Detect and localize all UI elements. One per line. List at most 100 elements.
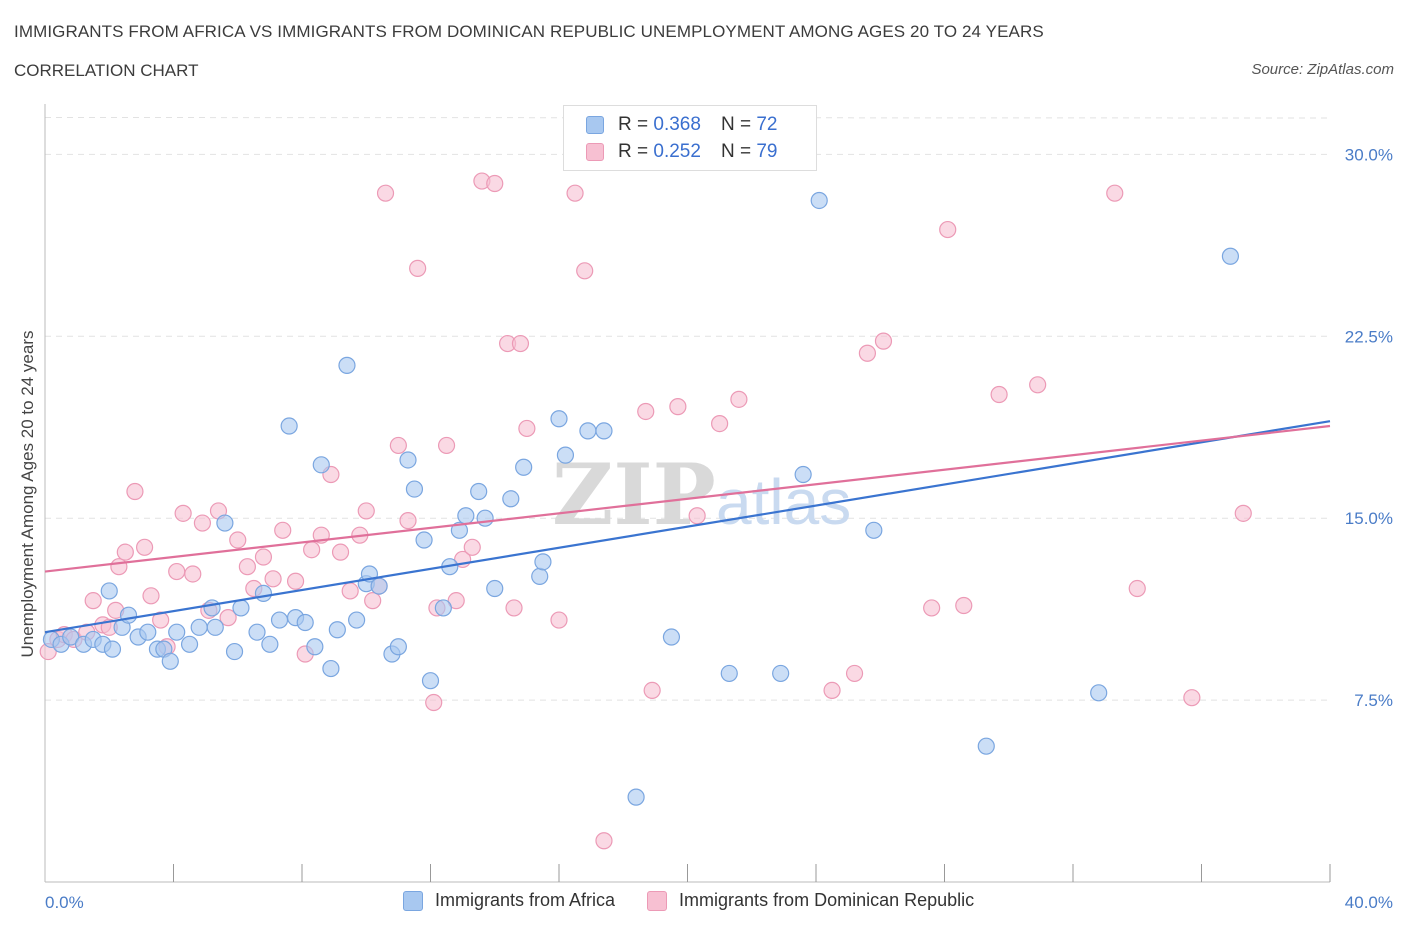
point-africa bbox=[627, 788, 645, 806]
point-dominican bbox=[219, 609, 237, 627]
legend-n-value-africa: 72 bbox=[756, 114, 778, 135]
point-africa bbox=[296, 613, 314, 632]
legend-r-label: R = bbox=[618, 141, 649, 162]
legend-swatch-dominican bbox=[586, 143, 604, 161]
point-dominican bbox=[595, 832, 613, 850]
point-africa bbox=[280, 417, 298, 435]
point-africa bbox=[405, 480, 424, 498]
point-dominican bbox=[1128, 579, 1146, 598]
point-africa bbox=[720, 664, 738, 683]
trend-line-africa bbox=[44, 420, 1331, 634]
point-dominican bbox=[229, 531, 247, 549]
y-tick-label: 15.0% bbox=[1345, 509, 1393, 528]
watermark-zip: ZIP bbox=[552, 445, 716, 544]
point-africa bbox=[322, 659, 340, 678]
legend-marker-dominican bbox=[647, 890, 668, 911]
point-africa bbox=[450, 521, 469, 539]
point-africa bbox=[225, 642, 244, 661]
point-dominican bbox=[486, 174, 504, 193]
point-dominican bbox=[303, 541, 321, 559]
point-africa bbox=[550, 410, 568, 428]
legend-row-africa: R = 0.368 N = 72 bbox=[586, 113, 777, 137]
legend-label-dominican: Immigrants from Dominican Republic bbox=[679, 890, 975, 910]
point-africa bbox=[190, 618, 208, 636]
point-africa bbox=[270, 611, 289, 629]
y-tick-label: 7.5% bbox=[1354, 691, 1393, 710]
point-dominican bbox=[274, 521, 292, 539]
point-africa bbox=[1090, 684, 1108, 702]
point-dominican bbox=[264, 570, 282, 588]
point-dominican bbox=[389, 436, 407, 455]
point-africa bbox=[476, 509, 494, 527]
point-africa bbox=[161, 652, 179, 670]
x-tick-label: 40.0% bbox=[1345, 893, 1393, 912]
point-africa bbox=[531, 567, 549, 586]
y-tick-label: 22.5% bbox=[1345, 327, 1393, 346]
point-dominican bbox=[135, 538, 154, 556]
point-dominican bbox=[550, 611, 568, 629]
point-africa bbox=[772, 664, 790, 683]
point-dominican bbox=[193, 514, 212, 532]
legend-item-dominican[interactable]: Immigrants from Dominican Republic bbox=[647, 890, 974, 911]
point-africa bbox=[421, 672, 440, 690]
point-dominican bbox=[823, 681, 841, 699]
legend-r-label: R = bbox=[618, 114, 649, 135]
point-africa bbox=[579, 422, 597, 440]
trend-line-dominican bbox=[44, 424, 1331, 573]
y-tick-labels: 7.5% 15.0% 22.5% 30.0% bbox=[1345, 145, 1393, 710]
point-africa bbox=[254, 584, 273, 602]
point-africa bbox=[338, 356, 356, 374]
legend-n-label: N = bbox=[720, 141, 752, 162]
point-africa bbox=[100, 582, 118, 600]
series-africa-points bbox=[42, 191, 1240, 806]
point-dominican bbox=[331, 543, 350, 561]
point-africa bbox=[180, 635, 199, 653]
point-dominican bbox=[711, 415, 729, 433]
chart-title: IMMIGRANTS FROM AFRICA VS IMMIGRANTS FRO… bbox=[14, 22, 1044, 41]
point-dominican bbox=[286, 572, 305, 590]
y-tick-label: 30.0% bbox=[1345, 145, 1393, 164]
point-dominican bbox=[357, 502, 375, 520]
point-dominican bbox=[669, 398, 687, 416]
point-dominican bbox=[1234, 504, 1252, 522]
point-africa bbox=[502, 490, 520, 508]
point-africa bbox=[515, 458, 533, 476]
legend-label-africa: Immigrants from Africa bbox=[435, 890, 616, 910]
point-dominican bbox=[238, 558, 256, 576]
point-africa bbox=[216, 514, 234, 532]
legend-marker-africa bbox=[403, 890, 423, 911]
point-africa bbox=[810, 191, 828, 210]
series-legend: Immigrants from Africa Immigrants from D… bbox=[403, 890, 1006, 911]
y-axis-label: Unemployment Among Ages 20 to 24 years bbox=[18, 331, 37, 658]
point-dominican bbox=[923, 599, 941, 617]
legend-item-africa[interactable]: Immigrants from Africa bbox=[403, 890, 615, 911]
point-africa bbox=[232, 599, 250, 617]
point-dominican bbox=[858, 344, 877, 362]
watermark: ZIP atlas bbox=[552, 445, 851, 544]
point-dominican bbox=[152, 611, 170, 629]
point-africa bbox=[328, 621, 346, 639]
point-africa bbox=[470, 482, 488, 501]
point-africa bbox=[206, 618, 224, 636]
point-dominican bbox=[874, 332, 893, 350]
point-dominican bbox=[341, 582, 359, 600]
point-africa bbox=[389, 638, 407, 656]
point-dominican bbox=[576, 262, 594, 280]
point-dominican bbox=[376, 184, 395, 202]
point-dominican bbox=[688, 507, 706, 525]
legend-row-dominican: R = 0.252 N = 79 bbox=[586, 140, 777, 164]
point-dominican bbox=[990, 385, 1008, 404]
point-africa bbox=[103, 640, 122, 658]
point-africa bbox=[312, 456, 330, 474]
point-africa bbox=[248, 623, 266, 641]
point-dominican bbox=[126, 482, 144, 501]
point-dominican bbox=[84, 592, 102, 610]
point-dominican bbox=[425, 693, 443, 712]
point-dominican bbox=[463, 538, 481, 556]
point-africa bbox=[168, 623, 186, 641]
point-dominican bbox=[254, 548, 273, 566]
source-label: Source: ZipAtlas.com bbox=[1251, 61, 1394, 78]
point-africa bbox=[556, 446, 575, 464]
point-dominican bbox=[1106, 184, 1124, 202]
